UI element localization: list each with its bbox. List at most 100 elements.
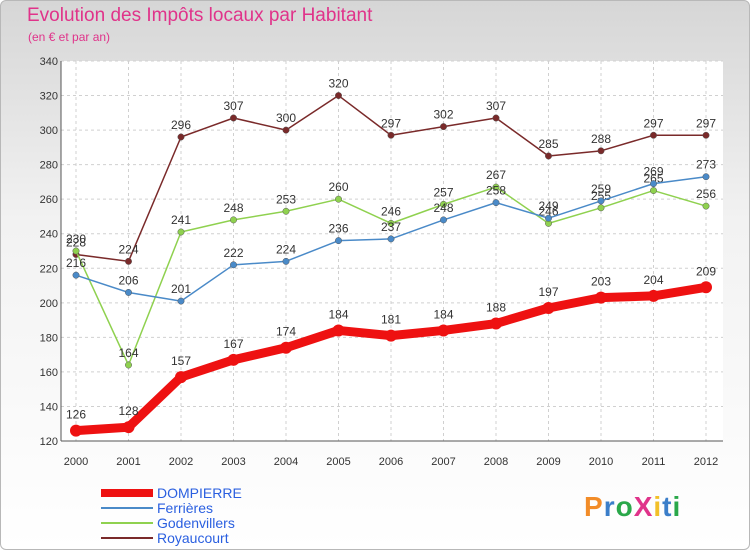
data-point-royaucourt — [125, 257, 132, 265]
data-label-ferrieres: 216 — [66, 256, 86, 270]
data-label-godenvillers: 230 — [66, 232, 86, 246]
y-tick-label: 180 — [40, 332, 58, 344]
data-label-ferrieres: 249 — [538, 199, 558, 213]
data-point-ferrieres — [282, 257, 290, 265]
data-label-dompierre: 167 — [223, 337, 243, 351]
data-label-dompierre: 204 — [643, 273, 663, 287]
data-point-royaucourt — [492, 114, 500, 122]
data-point-godenvillers — [125, 361, 132, 369]
data-label-ferrieres: 258 — [486, 184, 506, 198]
data-point-godenvillers — [702, 202, 710, 210]
x-tick-label: 2006 — [379, 456, 403, 468]
logo-letter: o — [615, 491, 634, 522]
data-label-ferrieres: 237 — [381, 220, 401, 234]
data-point-dompierre — [437, 324, 450, 337]
data-label-dompierre: 209 — [696, 264, 716, 278]
data-point-dompierre — [122, 421, 135, 434]
data-point-ferrieres — [545, 214, 552, 222]
x-tick-label: 2003 — [221, 456, 245, 468]
data-point-royaucourt — [282, 126, 290, 134]
data-point-godenvillers — [440, 200, 447, 208]
data-label-dompierre: 184 — [433, 307, 453, 321]
x-tick-label: 2009 — [536, 456, 560, 468]
legend-item: Royaucourt — [101, 529, 242, 546]
data-point-godenvillers — [282, 207, 290, 215]
data-label-godenvillers: 265 — [643, 172, 663, 186]
proxiti-logo: ProXiti — [584, 491, 681, 523]
data-label-dompierre: 197 — [538, 285, 558, 299]
data-label-godenvillers: 248 — [223, 201, 243, 215]
y-tick-label: 120 — [40, 436, 58, 448]
y-tick-label: 340 — [40, 56, 58, 68]
data-label-dompierre: 184 — [328, 307, 348, 321]
data-label-godenvillers: 241 — [171, 213, 191, 227]
y-tick-label: 300 — [40, 125, 58, 137]
data-point-royaucourt — [177, 133, 185, 141]
data-label-godenvillers: 256 — [696, 187, 716, 201]
data-point-royaucourt — [335, 92, 342, 99]
data-point-ferrieres — [702, 173, 710, 181]
data-label-dompierre: 203 — [591, 275, 611, 289]
y-tick-label: 260 — [40, 194, 58, 206]
logo-letter: r — [603, 491, 616, 522]
logo-letter: i — [672, 491, 682, 522]
x-tick-label: 2000 — [64, 456, 88, 468]
data-point-dompierre — [332, 324, 345, 337]
data-label-ferrieres: 273 — [696, 158, 716, 172]
data-label-ferrieres: 236 — [328, 222, 348, 236]
data-label-dompierre: 188 — [486, 301, 506, 315]
y-tick-label: 220 — [40, 263, 58, 275]
data-point-ferrieres — [125, 289, 132, 296]
data-label-godenvillers: 253 — [276, 192, 296, 206]
data-point-dompierre — [700, 281, 712, 294]
data-point-dompierre — [647, 289, 660, 302]
data-label-ferrieres: 206 — [118, 273, 138, 287]
data-point-royaucourt — [387, 131, 395, 139]
x-tick-label: 2010 — [589, 456, 613, 468]
data-label-royaucourt: 296 — [171, 118, 191, 132]
data-point-godenvillers — [492, 183, 500, 191]
data-label-dompierre: 181 — [381, 313, 401, 327]
data-point-royaucourt — [545, 152, 552, 160]
data-point-ferrieres — [230, 261, 237, 269]
data-point-royaucourt — [650, 131, 657, 139]
data-label-ferrieres: 222 — [223, 246, 243, 260]
data-point-godenvillers — [230, 216, 237, 224]
data-point-ferrieres — [72, 271, 80, 279]
y-tick-label: 320 — [40, 91, 58, 103]
logo-letter: X — [633, 491, 654, 522]
data-point-dompierre — [227, 353, 240, 366]
data-label-dompierre: 126 — [66, 408, 86, 422]
logo-letter: i — [653, 491, 663, 522]
data-label-royaucourt: 297 — [381, 116, 401, 130]
data-label-royaucourt: 228 — [66, 235, 86, 249]
x-tick-label: 2005 — [326, 456, 350, 468]
data-point-ferrieres — [387, 235, 395, 243]
data-label-royaucourt: 300 — [276, 111, 296, 125]
legend-label: Royaucourt — [157, 529, 229, 546]
y-tick-label: 200 — [40, 298, 58, 310]
logo-letter: t — [662, 491, 673, 522]
legend-item: Godenvillers — [101, 515, 242, 531]
chart-legend: DOMPIERRE Ferrières Godenvillers Royaucourt — [101, 485, 242, 546]
data-label-royaucourt: 285 — [538, 137, 558, 151]
data-point-dompierre — [595, 291, 607, 304]
data-label-ferrieres: 259 — [591, 182, 611, 196]
data-point-ferrieres — [335, 237, 342, 245]
data-point-ferrieres — [440, 216, 447, 224]
data-point-royaucourt — [230, 114, 237, 122]
data-label-royaucourt: 224 — [118, 242, 138, 256]
x-tick-label: 2012 — [694, 456, 718, 468]
data-label-godenvillers: 267 — [486, 168, 506, 182]
data-point-ferrieres — [597, 197, 605, 205]
logo-letter: P — [584, 491, 604, 522]
legend-swatch — [101, 488, 153, 497]
data-point-godenvillers — [597, 204, 605, 212]
data-point-royaucourt — [702, 131, 710, 139]
data-point-godenvillers — [177, 228, 185, 236]
data-point-godenvillers — [650, 187, 657, 194]
data-label-dompierre: 128 — [118, 404, 138, 418]
data-label-godenvillers: 164 — [118, 346, 138, 360]
